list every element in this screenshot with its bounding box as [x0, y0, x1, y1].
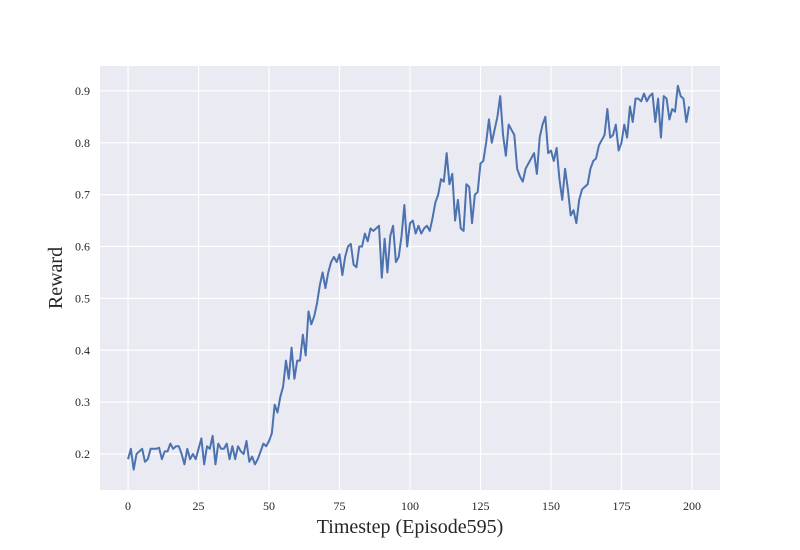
x-tick-label: 150: [542, 499, 560, 513]
y-tick-label: 0.3: [75, 395, 90, 409]
x-tick-label: 175: [612, 499, 630, 513]
x-axis-label: Timestep (Episode595): [317, 516, 503, 538]
x-tick-label: 25: [193, 499, 205, 513]
y-tick-label: 0.7: [75, 188, 90, 202]
y-tick-label: 0.8: [75, 136, 90, 150]
y-tick-label: 0.9: [75, 84, 90, 98]
x-tick-label: 200: [683, 499, 701, 513]
y-tick-label: 0.5: [75, 291, 90, 305]
line: [127, 84, 691, 471]
y-tick-label: 0.2: [75, 447, 90, 461]
y-tick-label: 0.4: [75, 343, 90, 357]
x-tick-label: 125: [471, 499, 489, 513]
y-tick-label: 0.6: [75, 240, 90, 254]
x-tick-label: 100: [401, 499, 419, 513]
x-tick-label: 75: [334, 499, 346, 513]
x-tick-label: 50: [263, 499, 275, 513]
y-axis-label: Reward: [45, 247, 67, 309]
x-tick-label: 0: [125, 499, 131, 513]
